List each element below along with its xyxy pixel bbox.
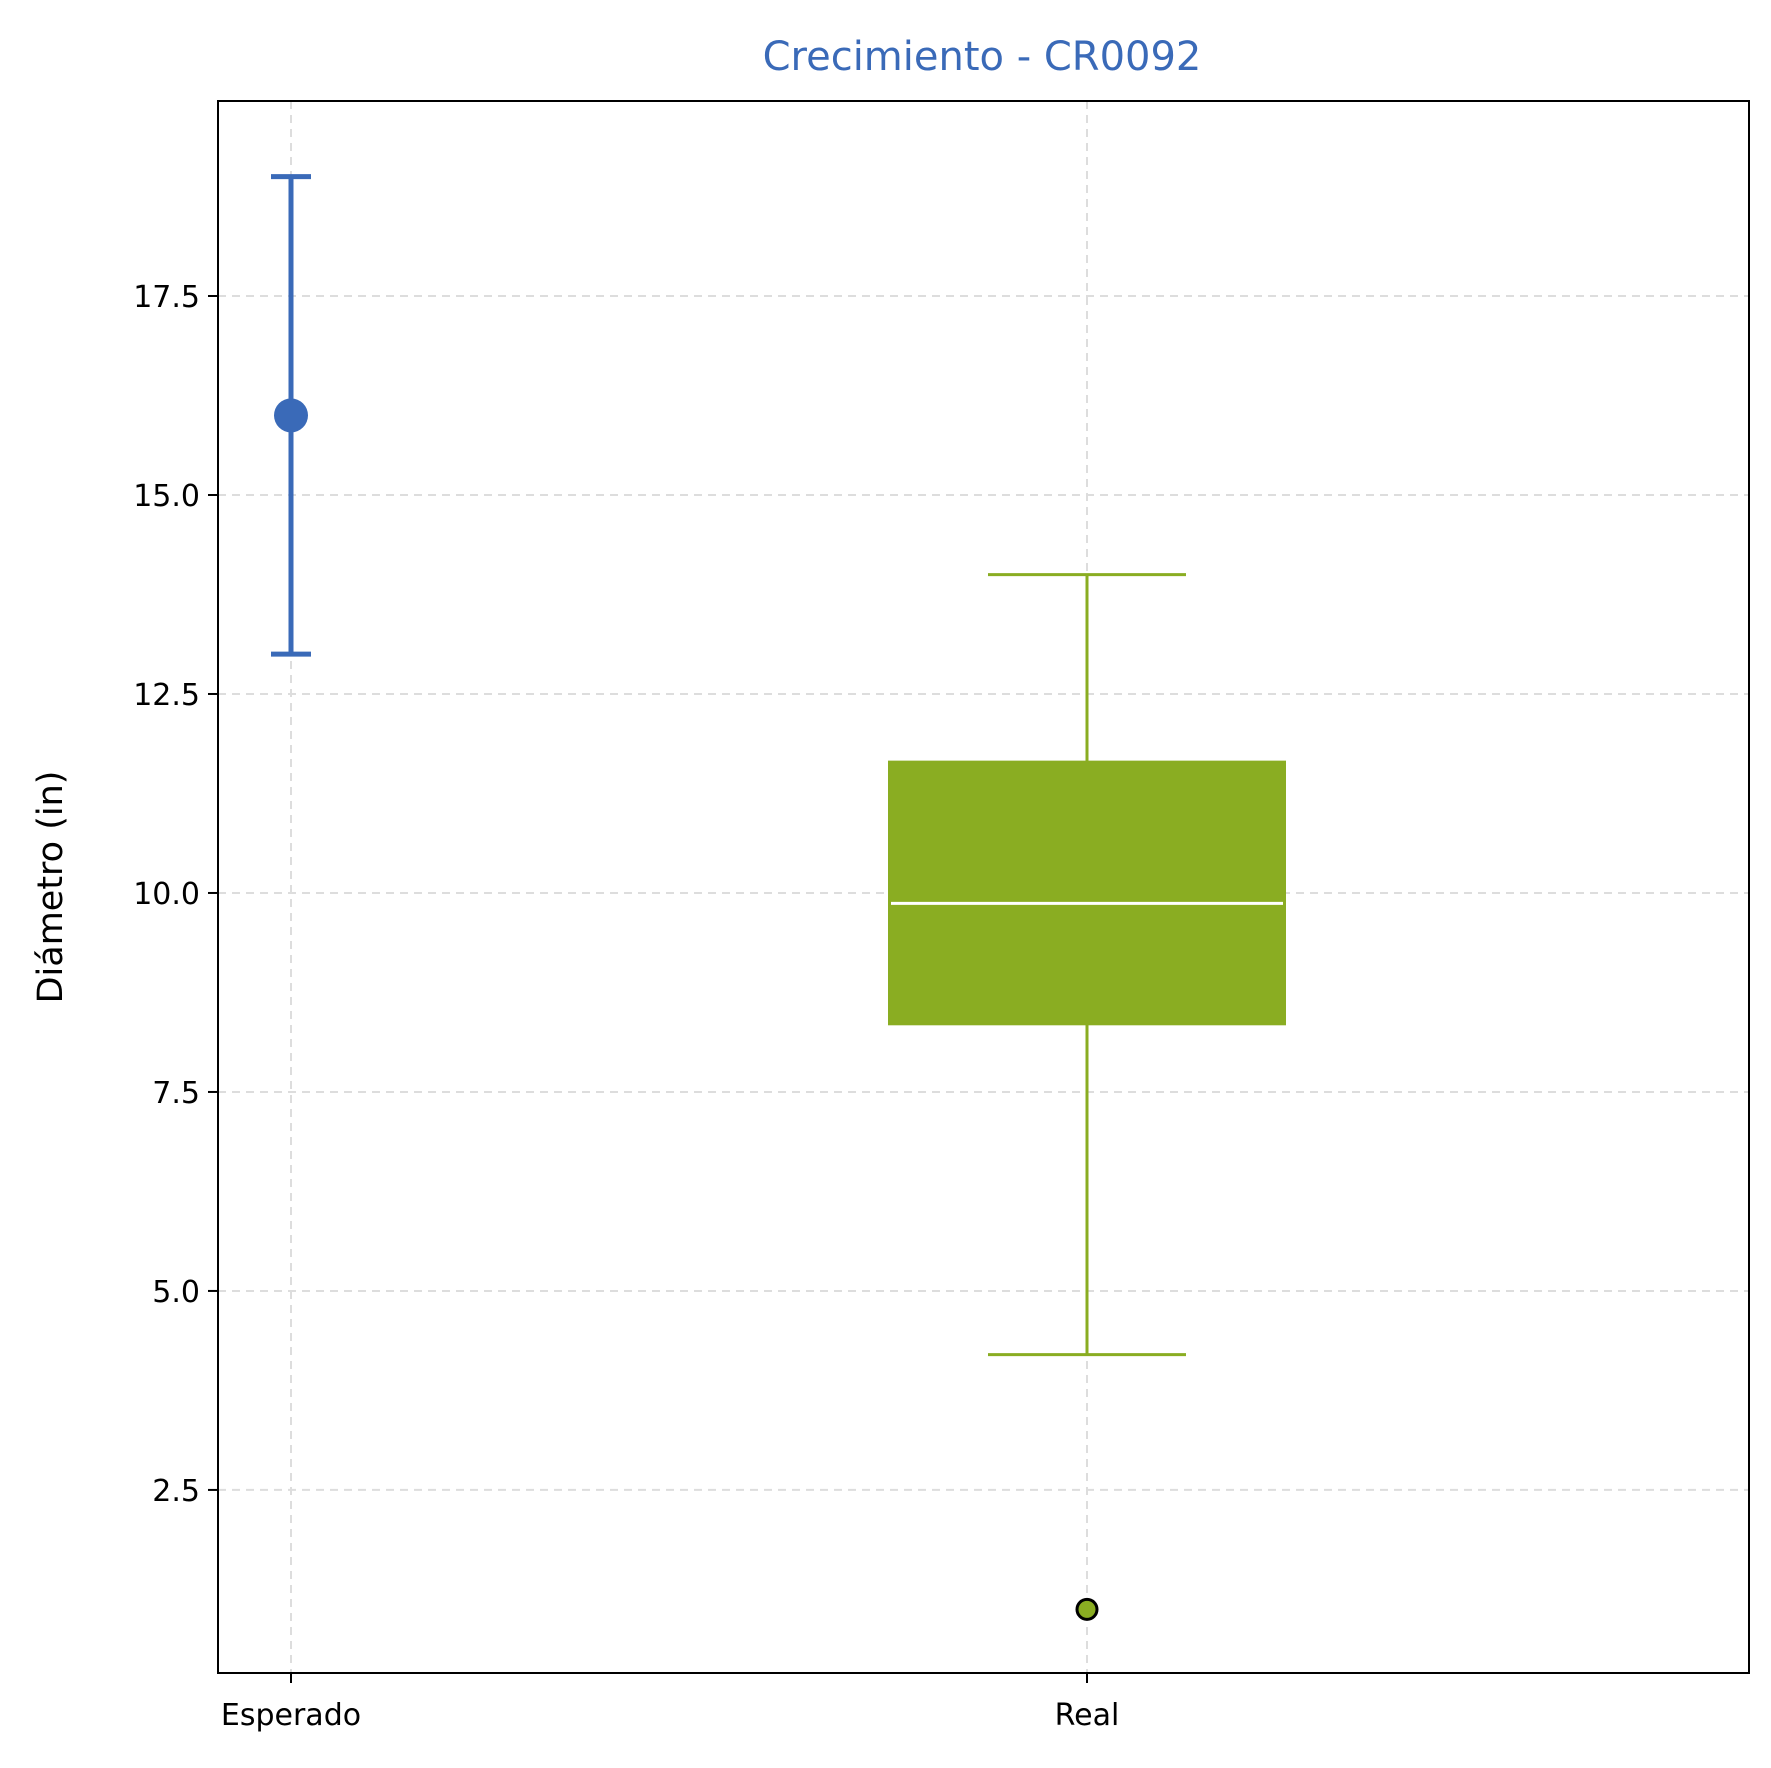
actual-outlier (1075, 1597, 1099, 1621)
chart-title: Crecimiento - CR0092 (763, 34, 1202, 80)
y-tick-label: 5.0 (152, 1275, 200, 1310)
actual-box (888, 760, 1286, 1026)
plot-frame (217, 100, 1750, 1674)
y-tick-label: 15.0 (133, 479, 200, 514)
y-tick-label: 10.0 (133, 877, 200, 912)
y-tick-label: 7.5 (152, 1076, 200, 1111)
marks (271, 174, 1286, 1621)
y-tick-label: 2.5 (152, 1474, 200, 1509)
y-tick-label: 17.5 (133, 280, 200, 315)
x-axis: Esperado Real (221, 1673, 1119, 1733)
x-tick-label: Real (1055, 1698, 1120, 1733)
x-tick-label: Esperado (221, 1698, 361, 1733)
y-axis: 2.5 5.0 7.5 10.0 12.5 15.0 17.5 (133, 280, 218, 1509)
expected-point (274, 398, 308, 433)
y-axis-label: Diámetro (in) (31, 771, 71, 1004)
y-tick-label: 12.5 (133, 678, 200, 713)
